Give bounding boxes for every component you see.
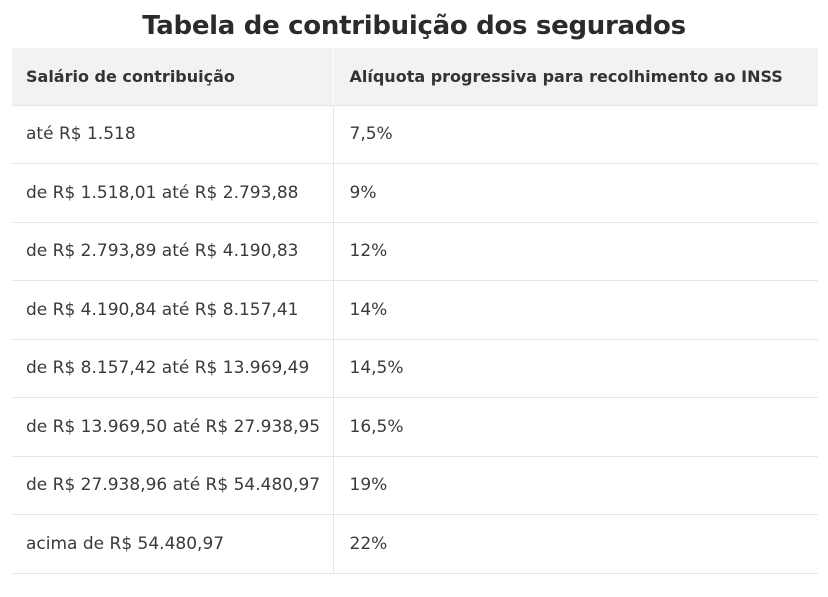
salary-range-cell: de R$ 13.969,50 até R$ 27.938,95 bbox=[12, 397, 333, 457]
salary-range-cell: até R$ 1.518 bbox=[12, 105, 333, 164]
rate-cell: 19% bbox=[332, 456, 818, 515]
table-row: de R$ 1.518,01 até R$ 2.793,88 9% bbox=[12, 163, 818, 223]
rate-cell: 14% bbox=[332, 280, 818, 340]
table-row: acima de R$ 54.480,97 22% bbox=[12, 514, 818, 574]
table-title: Tabela de contribuição dos segurados bbox=[142, 11, 686, 41]
table-row: de R$ 4.190,84 até R$ 8.157,41 14% bbox=[12, 280, 818, 340]
table-row: até R$ 1.518 7,5% bbox=[12, 105, 818, 164]
rate-cell: 22% bbox=[332, 514, 818, 574]
rate-cell: 16,5% bbox=[332, 397, 818, 457]
salary-range-cell: de R$ 8.157,42 até R$ 13.969,49 bbox=[12, 339, 333, 398]
table-row: de R$ 27.938,96 até R$ 54.480,97 19% bbox=[12, 456, 818, 515]
table-row: de R$ 8.157,42 até R$ 13.969,49 14,5% bbox=[12, 339, 818, 398]
table-row: de R$ 2.793,89 até R$ 4.190,83 12% bbox=[12, 222, 818, 281]
salary-range-cell: de R$ 1.518,01 até R$ 2.793,88 bbox=[12, 163, 333, 223]
rate-cell: 12% bbox=[332, 222, 818, 281]
rate-cell: 9% bbox=[332, 163, 818, 223]
header-salary: Salário de contribuição bbox=[12, 48, 333, 106]
salary-range-cell: de R$ 2.793,89 até R$ 4.190,83 bbox=[12, 222, 333, 281]
rate-cell: 7,5% bbox=[332, 105, 818, 164]
table-header-row: Salário de contribuição Alíquota progres… bbox=[12, 48, 818, 106]
salary-range-cell: de R$ 27.938,96 até R$ 54.480,97 bbox=[12, 456, 333, 515]
salary-range-cell: de R$ 4.190,84 até R$ 8.157,41 bbox=[12, 280, 333, 340]
header-rate: Alíquota progressiva para recolhimento a… bbox=[332, 48, 818, 106]
salary-range-cell: acima de R$ 54.480,97 bbox=[12, 514, 333, 574]
table-row: de R$ 13.969,50 até R$ 27.938,95 16,5% bbox=[12, 397, 818, 457]
contribution-table: Salário de contribuição Alíquota progres… bbox=[12, 48, 818, 574]
rate-cell: 14,5% bbox=[332, 339, 818, 398]
